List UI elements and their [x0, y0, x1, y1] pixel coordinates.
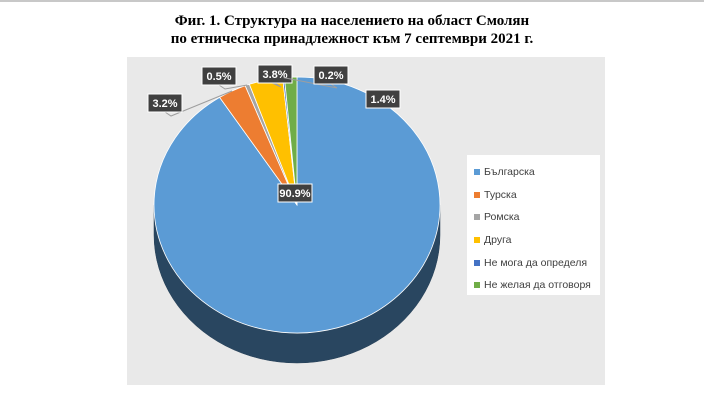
- data-label-box-5: [313, 65, 349, 85]
- data-label-leader-3: [218, 84, 248, 90]
- legend-swatch-3: [474, 214, 480, 221]
- legend-swatch-5: [474, 259, 480, 266]
- legend-label-4: Друга: [484, 234, 512, 247]
- chart-title: Фиг. 1. Структура на населението на обла…: [0, 12, 704, 48]
- legend-label-1: Българска: [484, 166, 535, 179]
- data-label-box-6: [365, 89, 401, 109]
- legend-swatch-2: [474, 191, 480, 198]
- legend-swatch-1: [474, 169, 480, 176]
- data-label-3: 0.5%: [206, 71, 231, 83]
- data-label-5: 0.2%: [318, 70, 343, 82]
- data-label-box-3: [201, 66, 237, 86]
- legend-item-5: Не мога да определя: [474, 251, 600, 274]
- legend-item-3: Ромска: [474, 206, 600, 229]
- legend-swatch-4: [474, 237, 480, 244]
- legend-item-6: Не желая да отговоря: [474, 274, 600, 297]
- pie-chart: 90.9% 3.2% 0.5% 3.8% 0.2% 1.4%: [147, 64, 441, 364]
- data-label-box-2: [147, 93, 183, 113]
- data-label-2: 3.2%: [152, 98, 177, 110]
- data-label-leader-2: [164, 90, 233, 117]
- legend-label-3: Ромска: [484, 211, 520, 224]
- legend-label-6: Не желая да отговоря: [484, 279, 591, 292]
- data-label-4: 3.8%: [262, 69, 287, 81]
- data-labels: 90.9% 3.2% 0.5% 3.8% 0.2% 1.4%: [147, 64, 401, 203]
- data-label-box-1: [277, 183, 313, 203]
- top-rule: [0, 0, 704, 2]
- data-label-6: 1.4%: [370, 94, 395, 106]
- legend-swatch-6: [474, 282, 480, 289]
- legend-item-2: Турска: [474, 184, 600, 207]
- chart-title-line-2: по етническа принадлежност към 7 септемв…: [170, 31, 534, 47]
- data-label-leader-5: [283, 77, 338, 89]
- legend-label-5: Не мога да определя: [484, 256, 588, 269]
- data-label-1: 90.9%: [279, 188, 310, 200]
- chart-title-line-1: Фиг. 1. Структура на населението на обла…: [174, 13, 530, 29]
- legend-label-2: Турска: [484, 188, 517, 201]
- pie-slices: [153, 76, 441, 334]
- chart-legend: Българска Турска Ромска Друга Не мога да опр…: [467, 155, 600, 295]
- legend-item-4: Друга: [474, 229, 600, 252]
- legend-item-1: Българска: [474, 161, 600, 184]
- data-label-box-4: [257, 64, 293, 84]
- plot-area: 90.9% 3.2% 0.5% 3.8% 0.2% 1.4% Българска Турск…: [127, 57, 605, 385]
